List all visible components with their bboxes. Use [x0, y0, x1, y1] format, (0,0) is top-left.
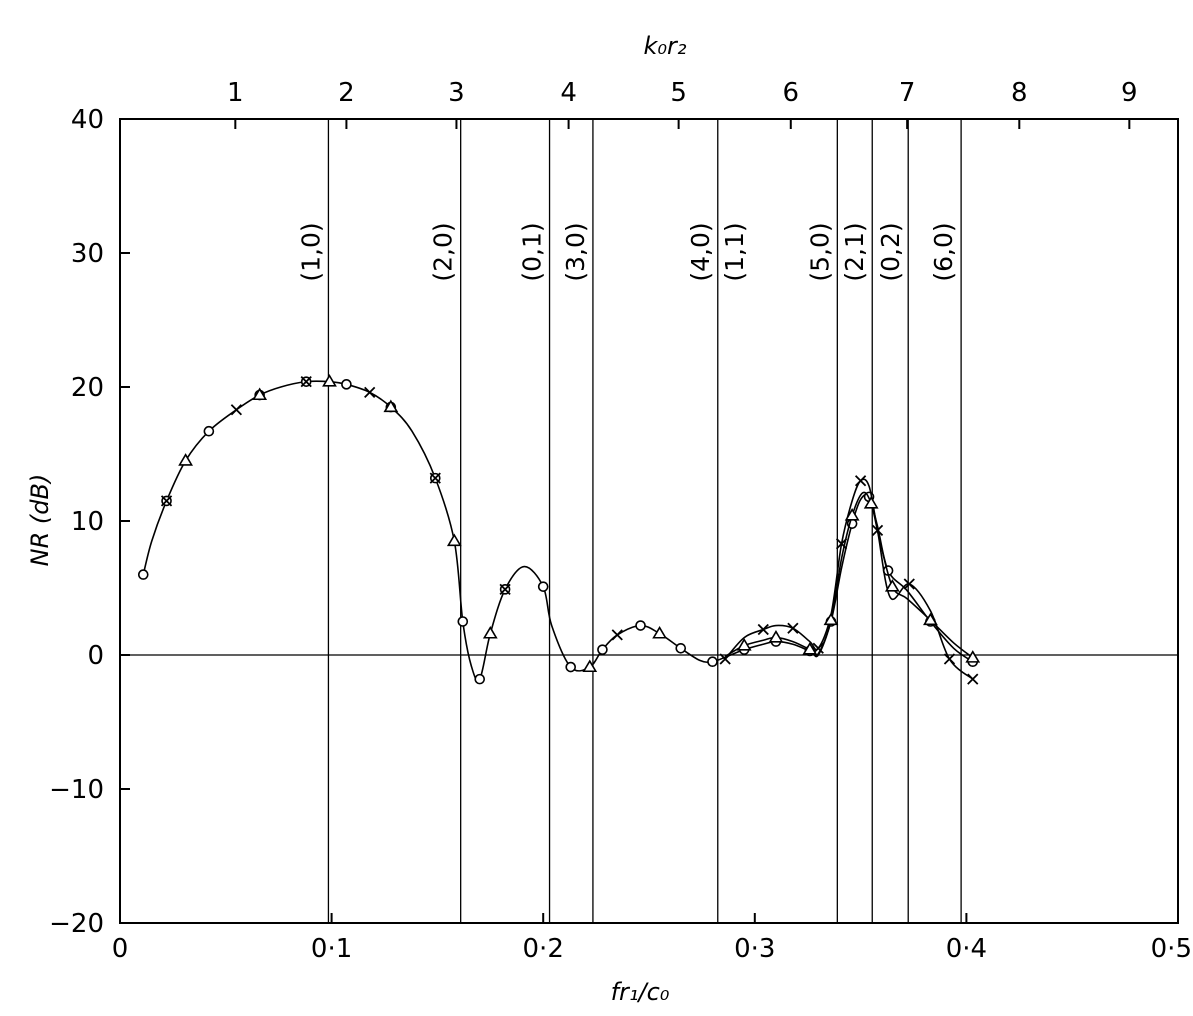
data-point-cross	[499, 583, 511, 595]
data-point-cross	[903, 578, 915, 590]
data-point-circle	[137, 569, 149, 580]
top-tick-label: 7	[899, 78, 916, 108]
data-point-triangle	[178, 453, 193, 466]
mode-label: (4,0)	[686, 222, 715, 281]
mode-label: (1,0)	[296, 222, 325, 281]
data-point-triangle	[884, 579, 900, 592]
data-point-triangle	[844, 508, 860, 521]
data-point-circle	[565, 661, 577, 673]
mode-label: (1,1)	[720, 222, 749, 281]
data-point-cross	[967, 673, 979, 685]
data-point-triangle	[965, 650, 981, 663]
data-point-triangle	[768, 630, 784, 643]
mode-lines: (1,0) (2,0) (0,1) (3,0) (4,0) (1,1) (5,0) (2,1)…	[296, 119, 962, 923]
data-point-cross	[757, 623, 769, 636]
plot-border	[119, 118, 1179, 924]
data-point-circle	[707, 656, 718, 668]
data-point-triangle	[383, 399, 399, 413]
mode-label: (0,1)	[518, 222, 547, 281]
top-ticks: 1 2 3 4 5 6 7 8 9	[227, 78, 1138, 129]
data-point-triangle	[823, 612, 839, 626]
y-tick-label: 10	[71, 507, 104, 537]
top-tick-label: 4	[560, 78, 577, 108]
y-tick-label: 30	[71, 239, 104, 269]
x-tick-label: 0	[112, 934, 129, 964]
mode-label: (6,0)	[929, 222, 958, 281]
data-point-triangle	[802, 642, 818, 655]
mode-label: (3,0)	[561, 222, 590, 281]
plot-frame	[119, 118, 1179, 924]
mode-label: (2,1)	[840, 222, 869, 281]
data-point-cross	[429, 472, 441, 484]
data-point-triangle	[736, 638, 752, 651]
data-point-cross	[364, 386, 376, 398]
top-tick-label: 5	[670, 78, 687, 108]
x-tick-label: 0·4	[946, 934, 987, 964]
data-point-cross	[230, 404, 243, 416]
data-point-triangle	[923, 612, 938, 626]
mode-label: (2,0)	[429, 222, 458, 281]
top-tick-label: 9	[1121, 78, 1138, 108]
data-point-circle	[597, 644, 608, 655]
data-point-cross	[300, 376, 312, 388]
y-ticks: 40 30 20 10 0 −10 −20	[49, 105, 130, 939]
data-point-cross	[854, 475, 867, 487]
mode-label: (0,2)	[876, 222, 905, 281]
data-point-triangle	[252, 387, 268, 401]
data-point-triangle	[446, 533, 462, 547]
top-tick-label: 6	[782, 78, 799, 108]
data-point-triangle	[582, 659, 598, 673]
y-tick-label: 40	[71, 105, 104, 135]
data-point-circle	[635, 620, 646, 631]
data-point-circle	[474, 673, 486, 685]
y-tick-label: −20	[49, 909, 104, 939]
y-tick-label: −10	[49, 775, 104, 805]
y-tick-label: 20	[71, 373, 104, 403]
data-point-cross	[611, 629, 623, 641]
x-tick-label: 0·2	[523, 934, 564, 964]
data-point-triangle	[652, 625, 667, 639]
series-group	[137, 374, 981, 685]
data-point-cross	[787, 622, 799, 634]
series-line-cross	[724, 478, 974, 680]
x-axis-label: fr₁/c₀	[611, 978, 670, 1006]
data-point-circle	[675, 642, 687, 654]
x-tick-label: 0·5	[1151, 934, 1192, 964]
data-point-cross	[160, 495, 173, 507]
y-axis-label: NR (dB)	[26, 474, 54, 567]
x-tick-label: 0·1	[311, 934, 352, 964]
x-ticks: 0 0·1 0·2 0·3 0·4 0·5	[112, 913, 1192, 964]
x-tick-label: 0·3	[734, 934, 775, 964]
top-axis-label: k₀r₂	[643, 32, 686, 60]
top-tick-label: 1	[227, 78, 244, 108]
mode-label: (5,0)	[805, 222, 834, 281]
top-tick-label: 3	[448, 78, 465, 108]
data-point-circle	[341, 379, 352, 390]
data-point-cross	[943, 653, 956, 665]
data-point-triangle	[482, 625, 498, 639]
data-point-triangle	[863, 496, 879, 509]
data-point-circle	[203, 425, 215, 437]
y-tick-label: 0	[87, 641, 104, 671]
data-point-circle	[537, 581, 549, 592]
data-point-triangle	[322, 374, 337, 387]
top-tick-label: 8	[1011, 78, 1028, 108]
data-point-circle	[457, 616, 469, 627]
data-point-cross	[719, 653, 731, 665]
top-tick-label: 2	[338, 78, 355, 108]
